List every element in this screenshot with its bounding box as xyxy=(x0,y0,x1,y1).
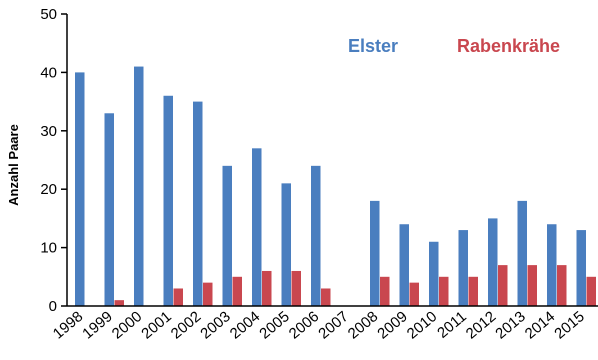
y-tick-label: 20 xyxy=(40,181,57,198)
y-axis-label: Anzahl Paare xyxy=(6,124,21,206)
bar-rabenkraehe xyxy=(439,276,449,306)
x-tick-label: 2008 xyxy=(345,308,381,342)
x-tick-label: 2000 xyxy=(109,308,145,342)
bar-elster xyxy=(547,224,557,306)
bar-rabenkraehe xyxy=(173,288,183,306)
bar-elster xyxy=(370,200,380,306)
x-tick-label: 2015 xyxy=(551,308,587,342)
x-tick-label: 2002 xyxy=(168,308,204,342)
x-tick-label: 1999 xyxy=(79,308,115,342)
bar-elster xyxy=(458,230,468,306)
bar-elster xyxy=(222,165,232,306)
bar-rabenkraehe xyxy=(468,276,478,306)
bars xyxy=(75,66,596,307)
bar-elster xyxy=(517,200,527,306)
x-tick-label: 2012 xyxy=(463,308,499,342)
bar-elster xyxy=(134,66,144,306)
bar-elster xyxy=(163,95,173,306)
bar-elster xyxy=(311,165,321,306)
bar-rabenkraehe xyxy=(409,282,419,306)
x-tick-label: 2003 xyxy=(197,308,233,342)
y-tick-label: 0 xyxy=(49,298,57,315)
bar-elster xyxy=(252,148,262,306)
bar-rabenkraehe xyxy=(262,270,272,306)
x-tick-label: 2005 xyxy=(256,308,292,342)
x-tick-label: 2014 xyxy=(522,308,558,342)
bar-rabenkraehe xyxy=(586,276,596,306)
y-tick-label: 30 xyxy=(40,123,57,140)
bar-elster xyxy=(488,218,498,306)
bar-rabenkraehe xyxy=(527,265,537,306)
bar-rabenkraehe xyxy=(203,282,213,306)
bar-elster xyxy=(104,113,114,306)
bar-elster xyxy=(576,230,586,306)
y-tick-label: 40 xyxy=(40,64,57,81)
y-axis-ticks: 0 10 20 30 40 50 xyxy=(40,6,67,315)
x-tick-label: 2010 xyxy=(404,308,440,342)
x-tick-label: 2013 xyxy=(492,308,528,342)
bar-rabenkraehe xyxy=(232,276,242,306)
y-tick-label: 10 xyxy=(40,240,57,257)
bar-rabenkraehe xyxy=(498,265,508,306)
legend-rabenkraehe: Rabenkrähe xyxy=(457,36,560,56)
y-tick-label: 50 xyxy=(40,6,57,23)
bar-elster xyxy=(281,183,291,306)
bar-elster xyxy=(75,72,85,307)
x-tick-label: 2009 xyxy=(374,308,410,342)
x-axis-ticks: 1998199920002001200220032004200520062007… xyxy=(50,308,588,342)
bar-elster xyxy=(429,241,439,306)
bar-rabenkraehe xyxy=(321,288,331,306)
bar-rabenkraehe xyxy=(557,265,567,306)
x-tick-label: 2011 xyxy=(434,308,470,342)
axes xyxy=(66,14,598,307)
x-tick-label: 2007 xyxy=(315,308,351,342)
bar-rabenkraehe xyxy=(380,276,390,306)
bar-elster xyxy=(399,224,409,306)
x-tick-label: 2001 xyxy=(138,308,174,342)
legend-elster: Elster xyxy=(348,36,398,56)
bar-rabenkraehe xyxy=(114,300,124,306)
x-tick-label: 2004 xyxy=(227,308,263,342)
bar-elster xyxy=(193,101,203,306)
x-tick-label: 2006 xyxy=(286,308,322,342)
bar-rabenkraehe xyxy=(291,270,301,306)
